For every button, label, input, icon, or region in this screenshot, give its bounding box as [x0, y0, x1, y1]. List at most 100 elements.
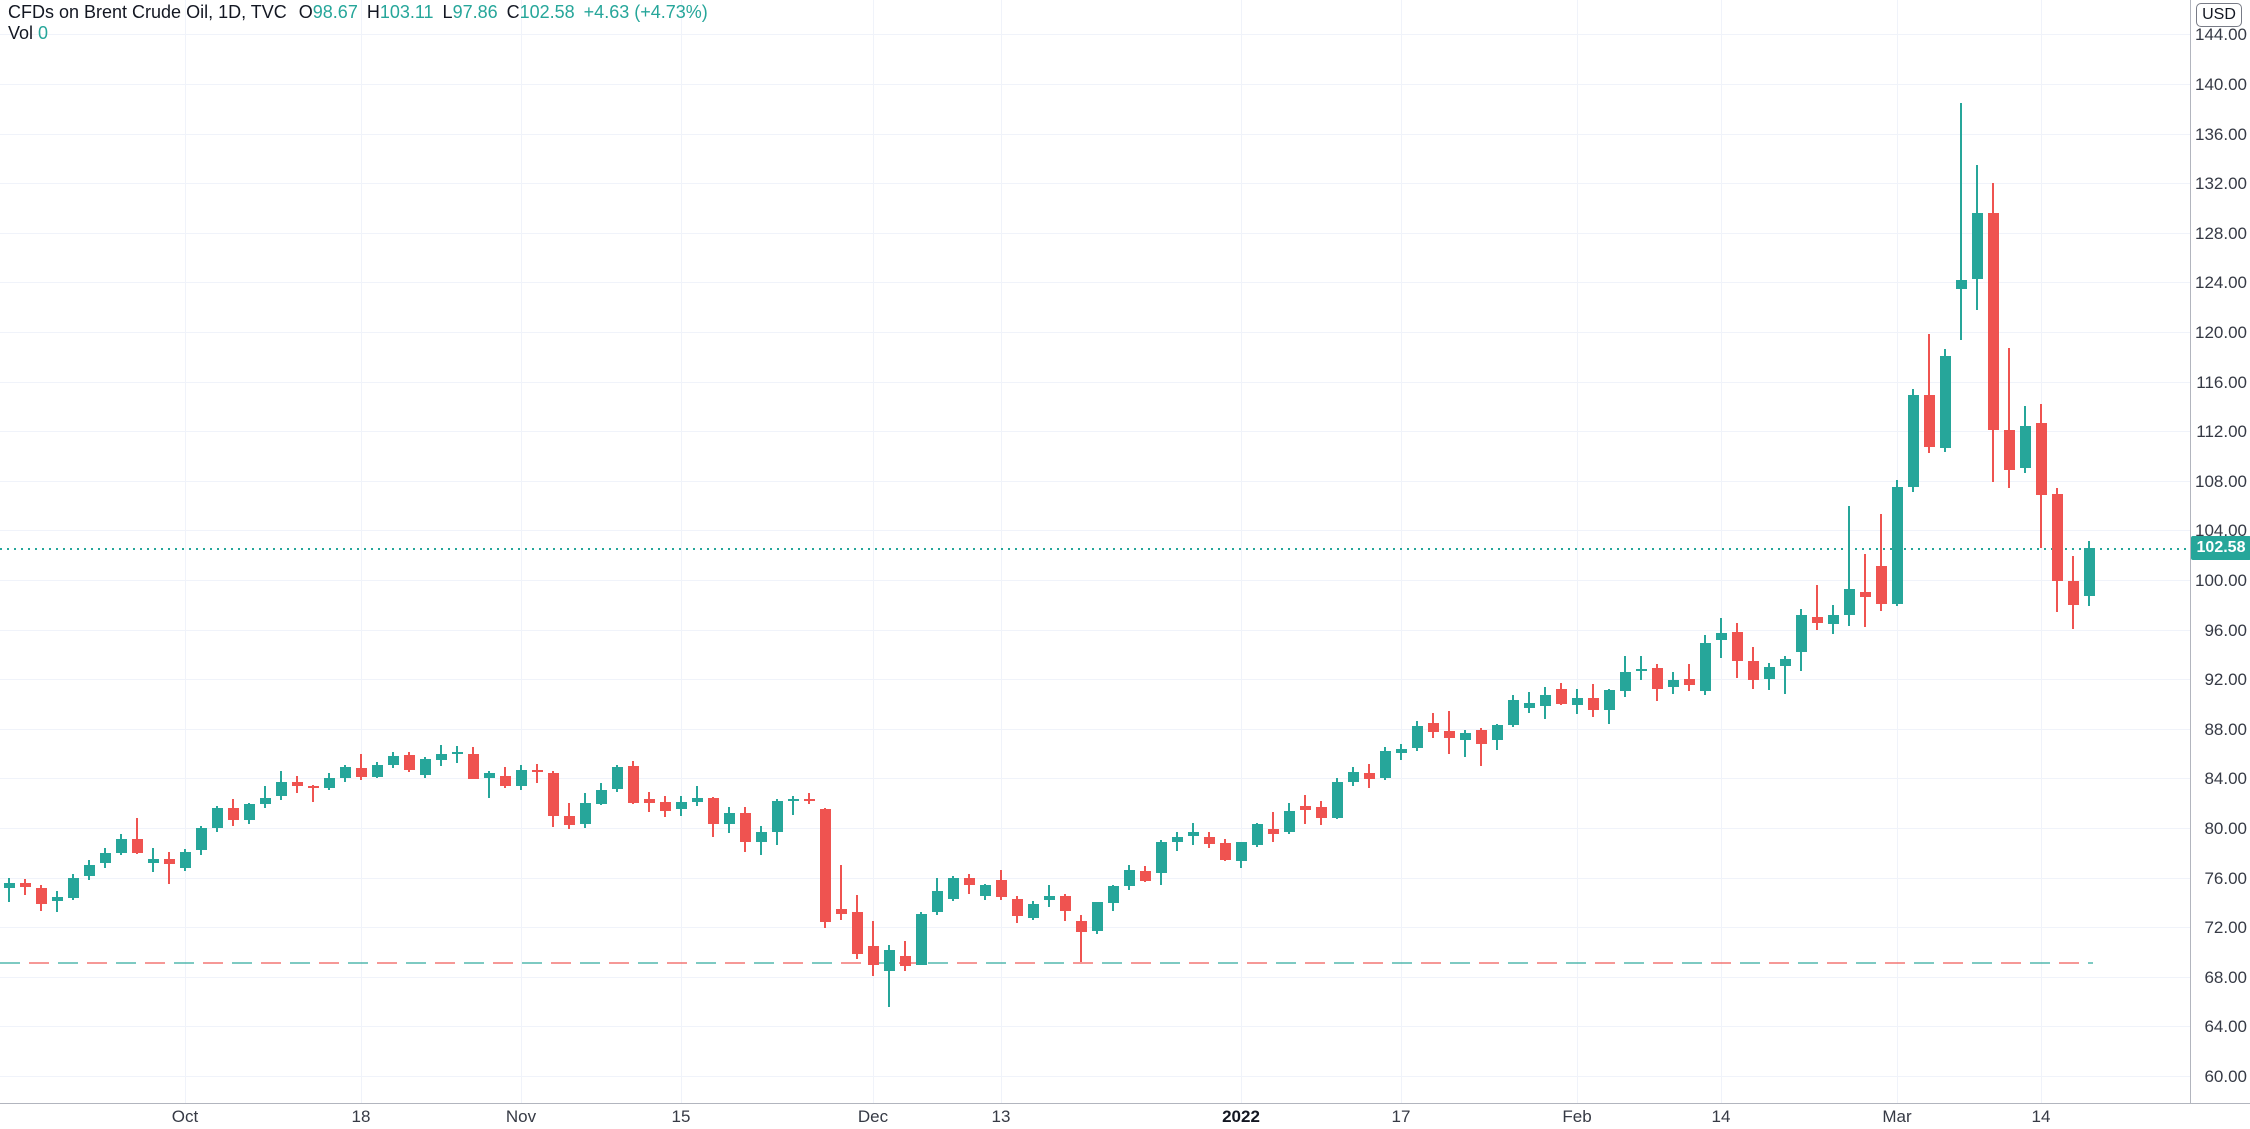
price-tick-label: 140.00	[2195, 75, 2247, 94]
chart-legend: CFDs on Brent Crude Oil, 1D, TVC O98.67 H1…	[8, 2, 708, 44]
candle	[516, 770, 527, 786]
candle-wick	[840, 865, 842, 920]
candle	[1108, 886, 1119, 903]
candle-wick	[456, 746, 458, 763]
candle	[324, 778, 335, 788]
candle	[1044, 896, 1055, 900]
price-gridline	[0, 134, 2190, 135]
candle	[1748, 661, 1759, 680]
candle	[916, 914, 927, 965]
price-tick-label: 84.00	[2204, 769, 2247, 788]
candle	[644, 799, 655, 803]
price-gridline	[0, 778, 2190, 779]
candle	[1972, 213, 1983, 279]
candle	[1268, 829, 1279, 834]
candle	[4, 883, 15, 888]
time-tick-label: 2022	[1222, 1107, 1260, 1126]
candle-wick	[1272, 812, 1274, 842]
candle-wick	[792, 796, 794, 815]
price-gridline	[0, 233, 2190, 234]
candle	[676, 802, 687, 809]
time-gridline	[873, 0, 874, 1103]
candle	[1892, 487, 1903, 604]
price-gridline	[0, 481, 2190, 482]
candle	[596, 790, 607, 804]
time-gridline	[521, 0, 522, 1103]
candle	[452, 752, 463, 754]
candle	[1124, 870, 1135, 886]
candle	[68, 878, 79, 898]
candle	[628, 766, 639, 803]
candle	[484, 773, 495, 778]
candle	[1444, 731, 1455, 738]
candle	[1764, 667, 1775, 679]
candle	[2052, 494, 2063, 581]
candle-wick	[808, 793, 810, 804]
candle	[1572, 698, 1583, 705]
candle	[52, 897, 63, 901]
candle	[308, 786, 319, 788]
price-tick-label: 92.00	[2204, 670, 2247, 689]
candle	[500, 776, 511, 786]
price-gridline	[0, 34, 2190, 35]
candle	[1924, 395, 1935, 447]
candle	[1172, 837, 1183, 842]
candle	[292, 782, 303, 786]
candle	[212, 808, 223, 828]
candle-wick	[888, 945, 890, 1007]
candle	[2036, 423, 2047, 495]
candle	[772, 801, 783, 832]
price-gridline	[0, 729, 2190, 730]
candle	[1732, 632, 1743, 661]
price-gridline	[0, 630, 2190, 631]
candle	[804, 799, 815, 801]
time-tick-label: Feb	[1562, 1107, 1592, 1126]
candle	[708, 798, 719, 824]
candle	[1076, 921, 1087, 932]
candle	[84, 865, 95, 876]
time-tick-label: 13	[991, 1107, 1011, 1126]
candle	[1956, 280, 1967, 289]
candle	[1348, 772, 1359, 782]
candle-wick	[1880, 514, 1882, 611]
candle	[1828, 615, 1839, 624]
candle-wick	[136, 818, 138, 854]
price-tick-label: 128.00	[2195, 224, 2247, 243]
candle	[868, 946, 879, 965]
time-tick-label: 14	[2031, 1107, 2051, 1126]
candle	[1028, 904, 1039, 918]
price-gridline	[0, 530, 2190, 531]
candle	[276, 782, 287, 796]
price-tick-label: 76.00	[2204, 869, 2247, 888]
candle-wick	[1928, 334, 1930, 453]
candle	[612, 767, 623, 789]
candle	[420, 759, 431, 775]
candle	[884, 950, 895, 971]
price-gridline	[0, 183, 2190, 184]
candle	[1588, 698, 1599, 710]
price-tick-label: 104.00	[2195, 521, 2247, 540]
candle	[1460, 733, 1471, 740]
price-tick-label: 136.00	[2195, 125, 2247, 144]
candle	[1316, 807, 1327, 818]
candle-wick	[1640, 656, 1642, 680]
candle-wick	[2008, 348, 2010, 488]
time-axis[interactable]: Oct 18 Nov 15 Dec 13 2022 17 Feb 14 Mar 14	[0, 1103, 2250, 1129]
candle	[1284, 811, 1295, 832]
candle	[180, 852, 191, 868]
candle	[1780, 659, 1791, 666]
candle	[1604, 690, 1615, 710]
chart-pane[interactable]	[0, 0, 2190, 1103]
candle	[1700, 643, 1711, 691]
symbol-title[interactable]: CFDs on Brent Crude Oil, 1D, TVC	[8, 2, 287, 22]
price-gridline	[0, 1076, 2190, 1077]
candle	[836, 909, 847, 914]
candle	[228, 808, 239, 820]
price-axis[interactable]: 102.58 144.00 140.00 136.00 132.00 128.00 124…	[2190, 0, 2250, 1103]
time-tick-label: Nov	[505, 1107, 537, 1126]
candle	[1476, 730, 1487, 744]
candle	[1940, 356, 1951, 448]
candle-wick	[1464, 730, 1466, 757]
price-gridline	[0, 679, 2190, 680]
price-tick-label: 112.00	[2196, 422, 2247, 441]
